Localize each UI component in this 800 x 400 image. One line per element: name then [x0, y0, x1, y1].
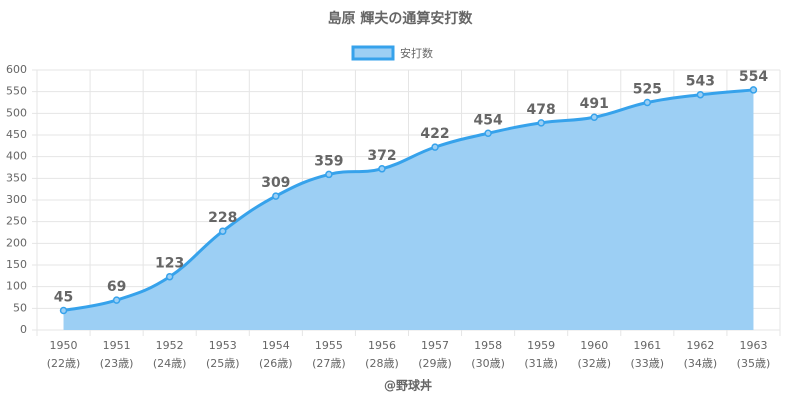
point	[749, 86, 758, 94]
x-tick-label: 1955	[315, 339, 343, 352]
x-tick-label: 1953	[209, 339, 237, 352]
x-tick-label: (27歳)	[312, 357, 346, 370]
point	[165, 272, 174, 281]
data-label: 491	[580, 96, 609, 112]
data-label: 309	[261, 175, 290, 191]
line	[63, 88, 754, 312]
point	[431, 143, 439, 151]
data-label: 525	[633, 82, 662, 98]
data-label: 454	[473, 112, 502, 128]
data-label: 45	[54, 290, 73, 306]
y-tick-label: 450	[6, 128, 27, 141]
point	[696, 90, 705, 99]
x-tick-label: (23歳)	[100, 357, 134, 370]
y-tick-label: 550	[6, 85, 27, 98]
y-tick-label: 300	[6, 193, 27, 206]
y-tick-label: 500	[6, 106, 27, 119]
x-tick-label: (26歳)	[259, 357, 293, 370]
x-tick-label: 1956	[368, 339, 396, 352]
point	[219, 227, 227, 235]
x-tick-label: 1960	[580, 339, 608, 352]
legend-label: 安打数	[400, 46, 433, 60]
x-tick-label: 1963	[739, 339, 767, 352]
data-label: 554	[739, 69, 768, 85]
x-tick-label: 1959	[527, 339, 555, 352]
x-tick-label: (24歳)	[153, 357, 187, 370]
x-tick-label: (29歳)	[418, 357, 452, 370]
x-tick-label: (31歳)	[524, 357, 558, 370]
point	[59, 306, 68, 315]
data-label: 422	[420, 126, 449, 142]
y-tick-label: 600	[6, 63, 27, 76]
x-tick-label: (25歳)	[206, 357, 240, 370]
point	[590, 113, 598, 121]
x-tick-label: 1958	[474, 339, 502, 352]
x-tick-label: (35歳)	[737, 357, 771, 370]
point	[272, 192, 280, 200]
point	[484, 129, 492, 138]
x-tick-label: 1961	[633, 339, 661, 352]
data-label: 123	[155, 256, 184, 272]
x-tick-label: 1954	[262, 339, 290, 352]
x-tick-label: 1962	[686, 339, 714, 352]
x-tick-label: (28歳)	[365, 357, 399, 370]
point	[643, 98, 652, 107]
x-tick-label: 1951	[103, 339, 131, 352]
x-tick-label: 1957	[421, 339, 449, 352]
y-tick-label: 200	[6, 236, 27, 249]
data-label: 228	[208, 210, 237, 226]
point	[537, 119, 545, 127]
x-tick-label: (30歳)	[471, 357, 505, 370]
area	[63, 89, 754, 330]
point	[378, 165, 386, 173]
data-label: 372	[367, 148, 396, 164]
legend-swatch	[351, 45, 395, 61]
x-tick-label: (33歳)	[631, 357, 665, 370]
x-tick-label: (34歳)	[684, 357, 718, 370]
chart-title: 島原 輝夫の通算安打数	[328, 10, 474, 27]
x-tick-label: (22歳)	[47, 357, 81, 370]
y-tick-label: 350	[6, 171, 27, 184]
y-tick-label: 400	[6, 150, 27, 163]
x-tick-label: 1952	[156, 339, 184, 352]
data-label: 478	[527, 102, 556, 118]
data-label: 543	[686, 74, 715, 90]
y-tick-label: 50	[13, 301, 27, 314]
point	[325, 170, 333, 179]
x-axis-label: @野球丼	[384, 378, 432, 393]
y-tick-label: 100	[6, 280, 27, 293]
y-tick-label: 150	[6, 258, 27, 271]
point	[112, 296, 121, 304]
y-tick-label: 0	[20, 323, 27, 336]
data-label: 359	[314, 153, 343, 169]
data-label: 69	[107, 279, 126, 295]
y-tick-label: 250	[6, 215, 27, 228]
x-tick-label: (32歳)	[577, 357, 611, 370]
x-tick-label: 1950	[50, 339, 78, 352]
